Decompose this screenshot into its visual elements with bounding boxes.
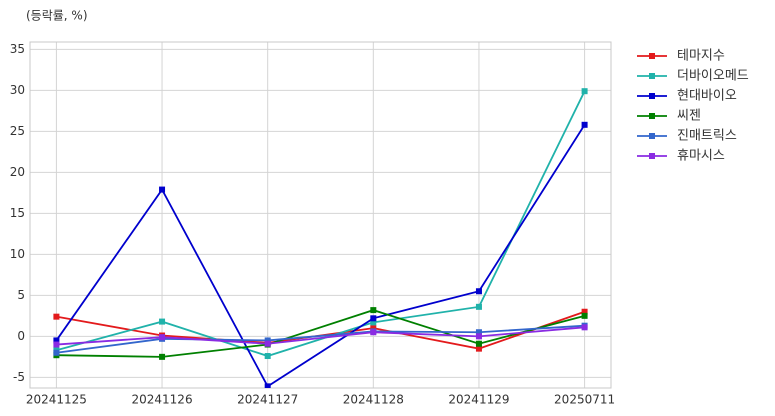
series-line [56,326,585,346]
legend-marker [649,153,655,159]
point [370,315,377,322]
x-tick-label: 20241126 [132,393,193,407]
legend-label: 휴마시스 [677,149,725,164]
y-tick-label: 10 [10,247,25,261]
point [53,313,60,320]
point [370,329,377,336]
point [475,303,482,310]
y-tick-label: 0 [17,329,25,343]
x-tick-label: 20250711 [554,393,615,407]
point [370,319,377,326]
point [264,383,271,388]
point [159,334,166,341]
x-tick-label: 20241128 [343,393,404,407]
y-tick-label: 20 [10,165,25,179]
x-tick-label: 20241125 [26,393,87,407]
legend-marker [649,73,655,79]
y-tick-label: 5 [17,288,25,302]
legend-marker [649,93,655,99]
annotation: (등락률, %) [26,9,88,23]
legend-marker [649,53,655,59]
point [475,329,482,336]
legend-label: 더바이오메드 [677,69,749,84]
legend-marker [649,133,655,139]
legend-label: 테마지수 [677,49,725,64]
series-line [56,324,585,354]
point [159,353,166,360]
point [159,318,166,325]
point [370,307,377,314]
legend-label: 진매트릭스 [677,129,737,144]
point [475,345,482,352]
plot-frame [29,41,612,389]
y-tick-label: 25 [10,124,25,138]
y-tick-label: 30 [10,83,25,97]
x-tick-label: 20241127 [237,393,298,407]
series-line [56,90,586,357]
x-tick-label: 20241129 [448,393,509,407]
point [581,308,588,315]
legend-marker [649,113,655,119]
series-line [55,124,586,388]
point [370,325,377,332]
y-tick-label: -5 [13,370,25,384]
point [159,186,166,193]
point [581,88,588,95]
point [475,340,482,347]
point [53,341,60,348]
series-line [56,309,585,358]
point [264,340,271,347]
point [475,288,482,295]
point [264,337,271,344]
point [581,312,588,319]
legend-label: 씨젠 [677,109,701,124]
point [264,353,271,360]
y-tick-label: 15 [10,206,25,220]
point [475,333,482,340]
y-tick-label: 35 [10,42,25,56]
point [53,337,60,344]
point [581,324,588,331]
legend-label: 현대바이오 [677,89,737,104]
point [53,349,60,356]
point [581,121,588,128]
